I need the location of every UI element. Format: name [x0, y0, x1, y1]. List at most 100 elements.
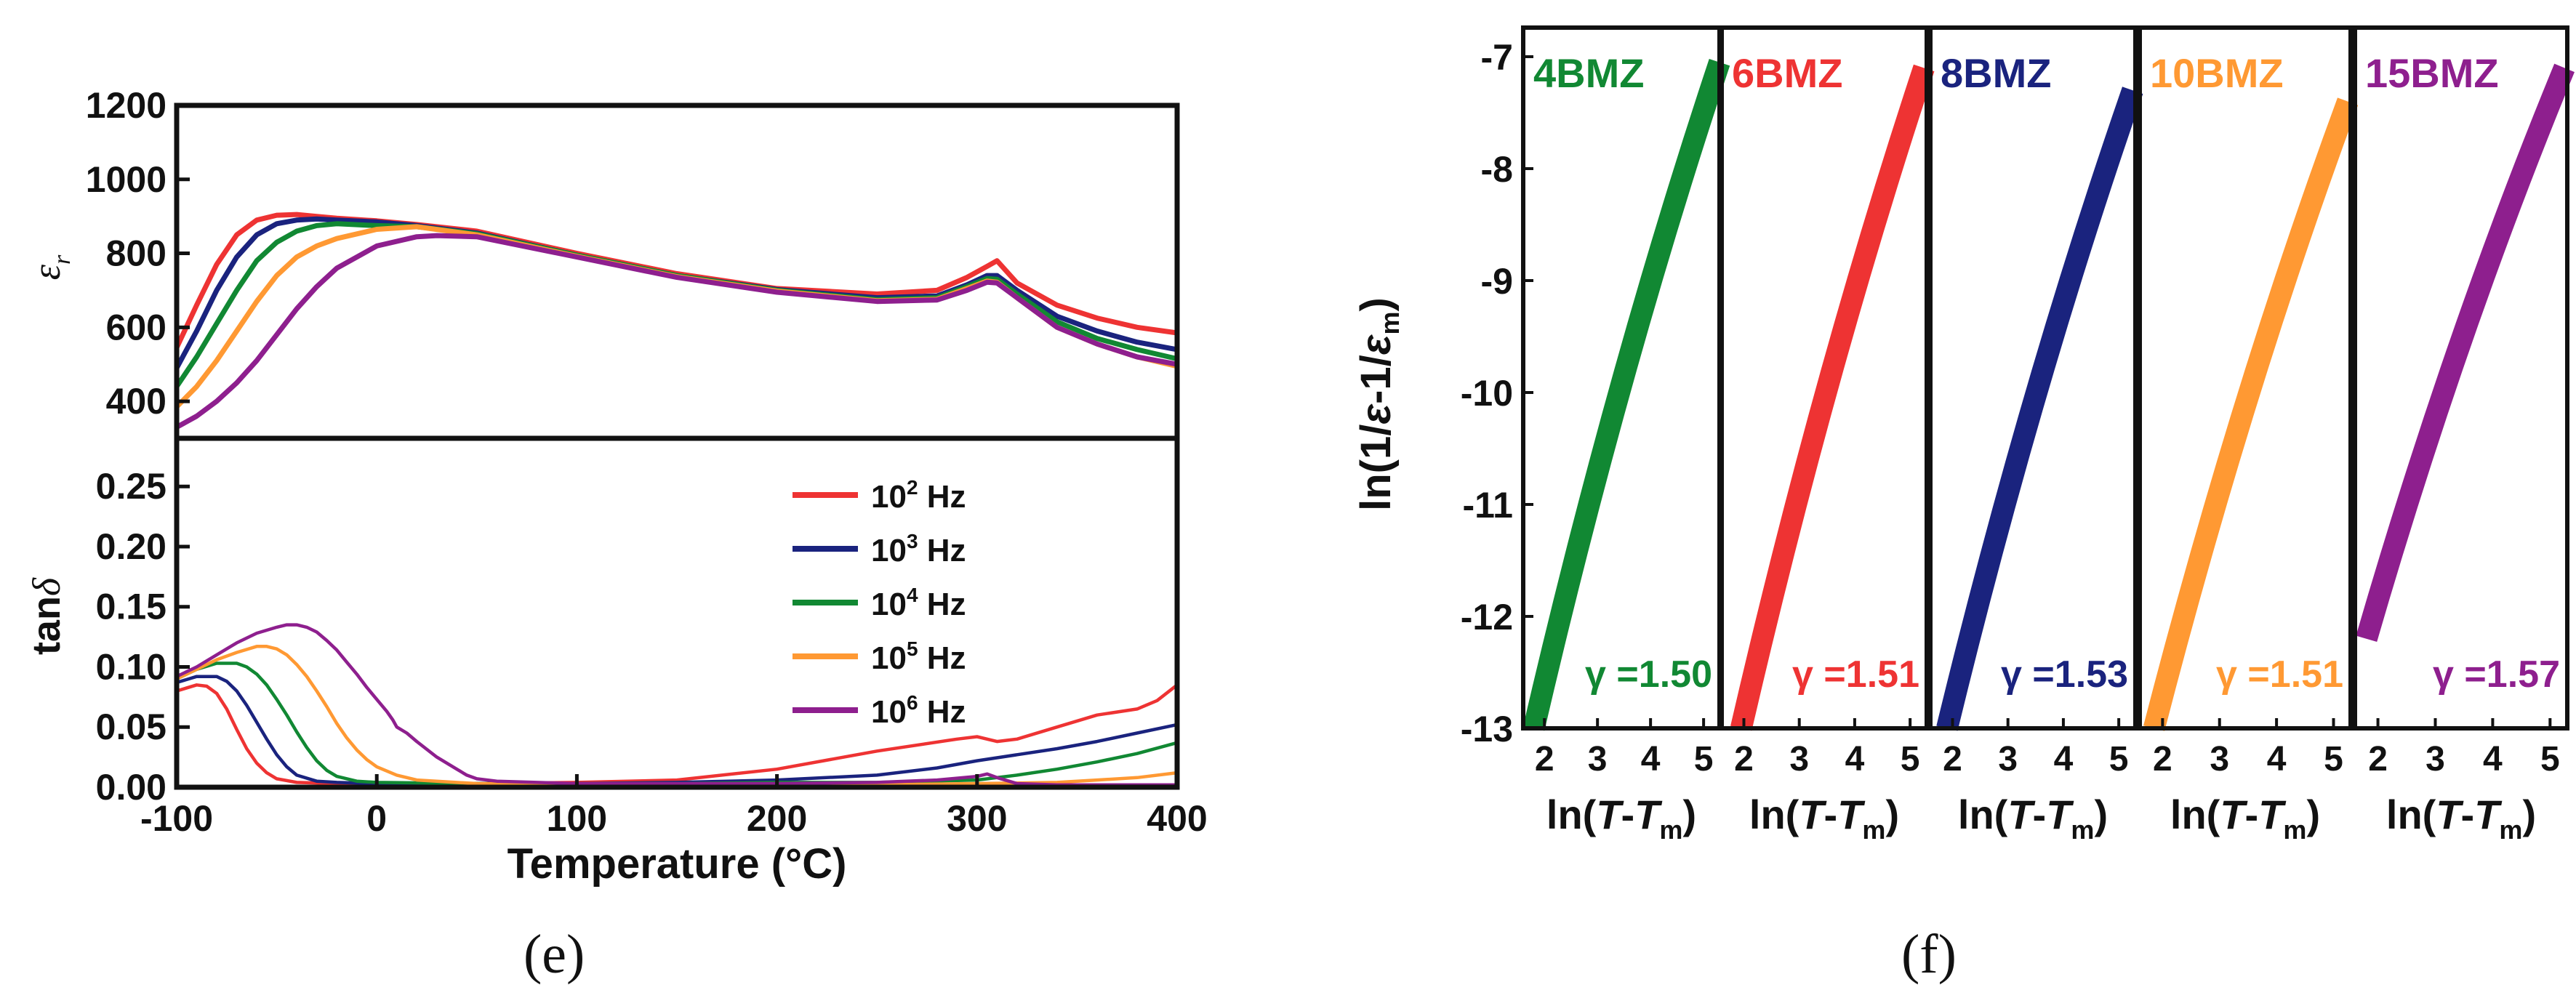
f-x-tick-label: 2	[1734, 740, 1754, 778]
e-top-series-line-6	[175, 233, 1178, 430]
legend-exponent: 2	[907, 476, 918, 499]
e-top-y-ticks: 400 600 800 1000 1200	[86, 85, 190, 422]
f-x-axis-label: ln(T-Tm)	[1546, 792, 1696, 845]
e-bottom-y-tick-label: 0.10	[96, 646, 166, 687]
legend-unit: Hz	[918, 694, 966, 730]
f-x-tick-label: 4	[1641, 740, 1661, 778]
f-x-tick-label: 2	[2368, 740, 2388, 778]
f-x-axis-label-part: )	[2306, 792, 2320, 837]
caption-e: (e)	[523, 924, 585, 985]
f-x-axis-label-part: T	[1837, 792, 1866, 837]
f-x-axis-label-part: m	[2499, 815, 2522, 845]
f-x-axis-label-part: m	[2071, 815, 2094, 845]
f-x-axis-label: ln(T-Tm)	[1958, 792, 2108, 845]
f-x-tick-label: 3	[1789, 740, 1809, 778]
legend-base: 10	[871, 587, 907, 622]
e-bottom-y-axis-label: tanδ	[25, 577, 68, 655]
f-data-band-6BMZ	[1730, 64, 1935, 731]
f-x-tick-label: 5	[2109, 740, 2129, 778]
legend-base: 10	[871, 694, 907, 730]
e-bottom-ticks: 0.00 0.05 0.10 0.15 0.20 0.25 -100 0 100 200 300 40…	[96, 466, 1208, 839]
f-frame-15BMZ	[2353, 25, 2569, 731]
e-x-axis-label: Temperature (°C)	[507, 840, 847, 888]
f-x-axis-label-part: T	[2220, 792, 2248, 837]
legend-label-4: 104 Hz	[871, 584, 966, 622]
f-x-tick-label: 5	[1901, 740, 1920, 778]
legend-label-2: 102 Hz	[871, 476, 966, 515]
f-x-axis-label: ln(T-Tm)	[2386, 792, 2536, 845]
e-x-tick-label: 400	[1147, 798, 1207, 839]
f-x-tick-label: 4	[1845, 740, 1865, 778]
f-x-tick-label: 3	[2425, 740, 2445, 778]
f-frame-8BMZ	[1928, 25, 2138, 731]
f-gamma-label-4BMZ: γ =1.50	[1585, 653, 1712, 696]
e-bottom-y-tick-label: 0.20	[96, 526, 166, 567]
f-y-tick-label: -9	[1481, 261, 1513, 302]
f-x-tick-label: 4	[2483, 740, 2503, 778]
legend-base: 10	[871, 533, 907, 568]
f-x-axis-label-part: T	[2258, 792, 2287, 837]
f-x-axis-label-part: ln(	[1958, 792, 2008, 837]
f-gamma-label-8BMZ: γ =1.53	[2001, 653, 2128, 696]
e-top-y-tick-label: 600	[106, 307, 166, 347]
f-panel-title-8BMZ: 8BMZ	[1941, 50, 2051, 96]
e-top-y-tick-label: 400	[106, 381, 166, 422]
legend-label-3: 103 Hz	[871, 530, 966, 568]
f-x-axis-label-part: ln(	[2386, 792, 2436, 837]
e-x-tick-label: 200	[747, 798, 807, 839]
legend-exponent: 5	[907, 637, 918, 660]
f-x-axis-label-part: T	[2007, 792, 2036, 837]
f-x-axis-label-part: m	[2283, 815, 2306, 845]
f-frame-10BMZ	[2138, 25, 2353, 731]
f-x-axis-label-part: T	[2436, 792, 2464, 837]
f-x-axis-label-part: T	[1634, 792, 1663, 837]
f-panel-title-15BMZ: 15BMZ	[2365, 50, 2499, 96]
f-x-axis-label-part: )	[2094, 792, 2108, 837]
f-y-tick-label: -8	[1481, 149, 1513, 190]
legend-exponent: 4	[907, 584, 918, 606]
f-x-tick-label: 3	[1998, 740, 2018, 778]
f-panel-title-10BMZ: 10BMZ	[2150, 50, 2284, 96]
e-top-y-tick-label: 1000	[86, 159, 166, 200]
legend-base: 10	[871, 640, 907, 676]
f-y-tick-label: -13	[1461, 709, 1513, 749]
f-x-axis-label-part: T	[1799, 792, 1827, 837]
f-data-band-4BMZ	[1522, 58, 1730, 731]
f-x-axis-label-part: -	[2033, 792, 2047, 837]
e-top-y-tick-label: 1200	[86, 85, 166, 126]
e-x-tick-label: 0	[366, 798, 387, 839]
legend-label-6: 106 Hz	[871, 691, 966, 730]
e-top-y-tick-label: 800	[106, 233, 166, 274]
e-bottom-y-tick-label: 0.05	[96, 707, 166, 747]
f-x-axis-label-part: ln(	[1546, 792, 1597, 837]
e-bottom-frame	[174, 435, 1180, 790]
f-x-tick-label: 4	[2267, 740, 2287, 778]
legend-unit: Hz	[918, 479, 966, 515]
f-x-axis-label-part: T	[2046, 792, 2074, 837]
f-panel-title-6BMZ: 6BMZ	[1732, 50, 1842, 96]
legend-unit: Hz	[918, 640, 966, 676]
e-top-plot-area	[174, 212, 1178, 430]
e-x-tick-label: -100	[140, 798, 213, 839]
f-x-tick-label: 4	[2054, 740, 2074, 778]
e-bottom-y-tick-label: 0.15	[96, 587, 166, 627]
f-y-axis-label: ln(1/ε-1/εm)	[1352, 297, 1405, 511]
e-bottom-y-tick-label: 0.25	[96, 466, 166, 507]
f-x-axis-label-part: -	[2461, 792, 2475, 837]
f-x-tick-label: 2	[2153, 740, 2172, 778]
legend-base: 10	[871, 479, 907, 515]
f-x-axis-label-part: T	[2474, 792, 2503, 837]
f-x-tick-label: 5	[2324, 740, 2343, 778]
e-bottom-series-line-4	[176, 661, 1178, 786]
f-y-tick-label: -7	[1481, 37, 1513, 78]
f-data-band-8BMZ	[1936, 86, 2143, 731]
f-x-axis-label: ln(T-Tm)	[1749, 792, 1899, 845]
f-x-axis-label-part: )	[1682, 792, 1696, 837]
f-x-axis-label-part: -	[1621, 792, 1635, 837]
legend-exponent: 6	[907, 691, 918, 714]
